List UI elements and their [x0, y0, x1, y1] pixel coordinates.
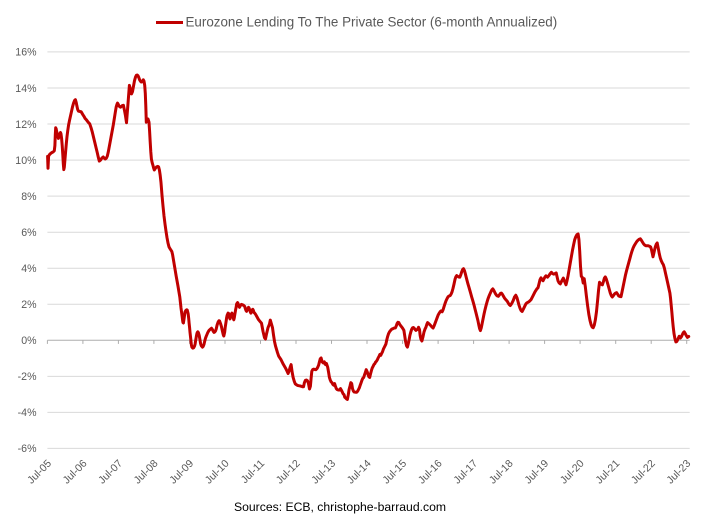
svg-text:8%: 8% — [21, 191, 37, 203]
svg-text:Sources: ECB, christophe-barra: Sources: ECB, christophe-barraud.com — [234, 500, 446, 514]
svg-text:6%: 6% — [21, 227, 37, 239]
svg-text:14%: 14% — [15, 83, 37, 95]
svg-text:-6%: -6% — [18, 443, 37, 455]
svg-text:4%: 4% — [21, 263, 37, 275]
svg-text:2%: 2% — [21, 299, 37, 311]
svg-text:16%: 16% — [15, 47, 37, 59]
svg-text:Eurozone Lending To The Privat: Eurozone Lending To The Private Sector (… — [186, 15, 558, 30]
svg-text:0%: 0% — [21, 335, 37, 347]
svg-text:-4%: -4% — [18, 407, 37, 419]
svg-text:-2%: -2% — [18, 371, 37, 383]
svg-text:10%: 10% — [15, 155, 37, 167]
svg-text:12%: 12% — [15, 119, 37, 131]
